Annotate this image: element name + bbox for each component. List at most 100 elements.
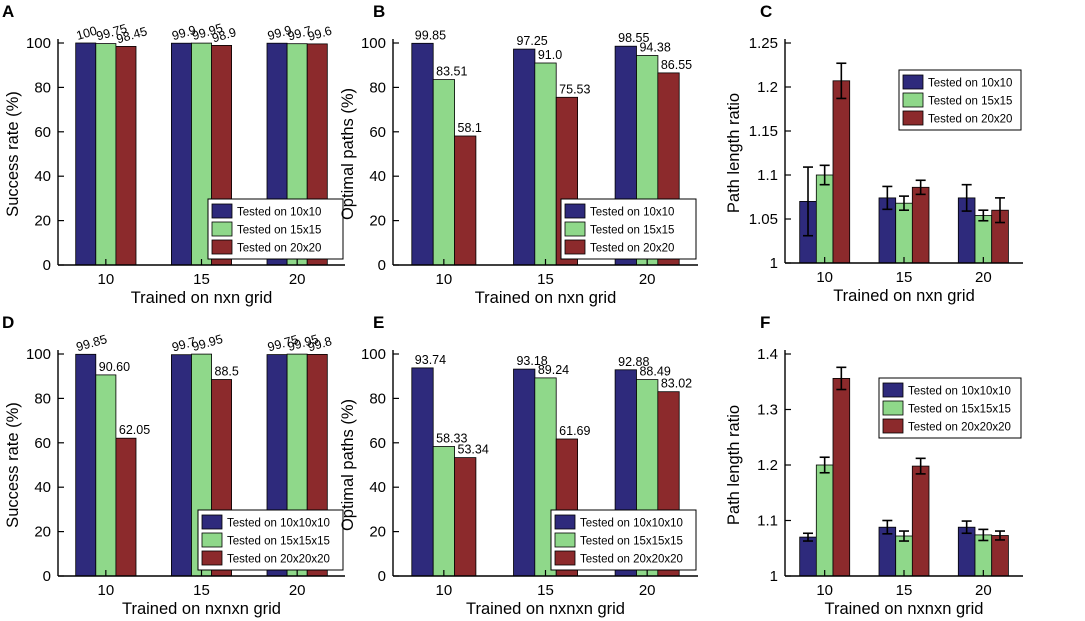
x-tick-label: 15	[896, 582, 913, 599]
y-tick-label: 100	[26, 35, 51, 52]
y-tick-label: 40	[34, 168, 51, 185]
legend-label: Tested on 10x10x10	[580, 518, 683, 530]
data-label: 58.33	[436, 432, 467, 446]
legend-swatch	[201, 514, 223, 530]
x-axis-label: Trained on nxn grid	[131, 289, 273, 307]
data-label: 89.24	[538, 363, 569, 377]
legend: Tested on 10x10 Tested on 15x15 Tested on …	[898, 69, 1022, 131]
data-label: 99.9	[170, 23, 197, 43]
y-tick-label: 80	[369, 79, 386, 96]
y-axis-label: Optimal paths (%)	[339, 88, 357, 220]
legend-label: Tested on 20x20x20	[908, 422, 1011, 434]
data-label: 93.74	[415, 353, 446, 367]
data-label: 90.60	[99, 360, 130, 374]
panel-e: E 93.74 93.18 92.88 58.33 89.24 88.49 53.34 61.6…	[339, 313, 698, 618]
data-label: 53.34	[458, 443, 489, 457]
x-tick-label: 20	[289, 582, 306, 599]
data-label: 83.51	[436, 65, 467, 79]
data-label: 97.25	[516, 34, 547, 48]
x-axis-label: Trained on nxnxn grid	[122, 600, 281, 618]
x-axis-label: Trained on nxn grid	[475, 289, 617, 307]
bar	[411, 42, 434, 266]
data-label: 98.9	[211, 25, 238, 45]
data-label: 75.53	[559, 82, 590, 96]
y-axis-label: Optimal paths (%)	[339, 399, 357, 531]
y-tick-label: 20	[369, 213, 386, 230]
bar	[513, 48, 536, 266]
data-label: 100	[75, 24, 99, 43]
legend-swatch	[554, 532, 576, 548]
bar	[95, 43, 117, 266]
legend-swatch	[564, 221, 586, 237]
y-tick-label: 1.15	[749, 123, 778, 140]
y-tick-label: 40	[369, 479, 386, 496]
bar	[432, 79, 456, 266]
x-axis-label: Trained on nxnxn grid	[466, 600, 625, 618]
data-label: 91.0	[538, 48, 562, 62]
x-tick-label: 10	[97, 271, 114, 288]
legend-label: Tested on 10x10	[237, 207, 321, 219]
y-tick-label: 1.25	[749, 35, 778, 52]
data-label: 99.85	[415, 28, 446, 42]
x-axis-label: Trained on nxnxn grid	[825, 600, 984, 618]
bar	[95, 374, 117, 577]
x-tick-label: 20	[975, 582, 992, 599]
legend: Tested on 10x10 Tested on 15x15 Tested on …	[207, 198, 344, 260]
bar	[911, 465, 930, 577]
panel-letter: D	[2, 313, 14, 332]
legend-swatch	[564, 239, 586, 255]
panel-letter: C	[760, 2, 772, 21]
legend-label: Tested on 20x20	[590, 243, 674, 255]
data-label: 99.85	[75, 332, 109, 354]
x-tick-label: 10	[816, 582, 833, 599]
y-axis-label: Path length ratio	[725, 93, 743, 213]
y-tick-label: 60	[34, 435, 51, 452]
legend-label: Tested on 20x20x20	[227, 554, 330, 566]
legend-swatch	[211, 203, 233, 219]
legend-label: Tested on 10x10	[928, 78, 1012, 90]
legend-label: Tested on 15x15	[237, 225, 321, 237]
data-label: 88.5	[215, 365, 239, 379]
panel-letter: E	[373, 313, 384, 332]
data-label: 58.1	[458, 121, 482, 135]
legend-label: Tested on 15x15x15	[227, 536, 330, 548]
data-label: 99.7	[286, 23, 313, 43]
y-tick-label: 40	[369, 168, 386, 185]
legend-swatch	[882, 382, 904, 398]
y-tick-label: 100	[361, 346, 386, 363]
legend-swatch	[201, 550, 223, 566]
legend-swatch	[211, 221, 233, 237]
legend-label: Tested on 10x10x10	[227, 518, 330, 530]
data-label: 99.9	[266, 23, 293, 43]
y-tick-label: 60	[369, 124, 386, 141]
x-tick-label: 20	[639, 582, 656, 599]
bar	[432, 446, 456, 577]
x-tick-label: 10	[435, 271, 452, 288]
legend-swatch	[902, 92, 924, 108]
legend: Tested on 10x10 Tested on 15x15 Tested on …	[560, 198, 697, 260]
y-tick-label: 1.4	[757, 346, 778, 363]
y-tick-label: 1.1	[757, 167, 778, 184]
x-axis-label: Trained on nxn grid	[833, 287, 975, 305]
data-label: 98.55	[618, 31, 649, 45]
y-tick-label: 0	[43, 568, 51, 585]
y-axis-label: Success rate (%)	[4, 402, 22, 528]
y-tick-label: 1.2	[757, 79, 778, 96]
panel-letter: A	[2, 2, 14, 21]
legend: Tested on 10x10x10 Tested on 15x15x15 Test…	[878, 377, 1022, 439]
y-tick-label: 1	[770, 255, 778, 272]
y-tick-label: 100	[26, 346, 51, 363]
y-tick-label: 60	[34, 124, 51, 141]
legend: Tested on 10x10x10 Tested on 15x15x15 Test…	[197, 509, 344, 571]
legend-label: Tested on 20x20x20	[580, 554, 683, 566]
x-tick-label: 20	[975, 269, 992, 286]
bar	[895, 202, 913, 264]
legend-label: Tested on 10x10	[590, 207, 674, 219]
bar	[115, 46, 137, 266]
data-label: 99.8	[306, 334, 333, 354]
y-tick-label: 20	[369, 524, 386, 541]
y-tick-label: 60	[369, 435, 386, 452]
x-tick-label: 15	[193, 582, 210, 599]
